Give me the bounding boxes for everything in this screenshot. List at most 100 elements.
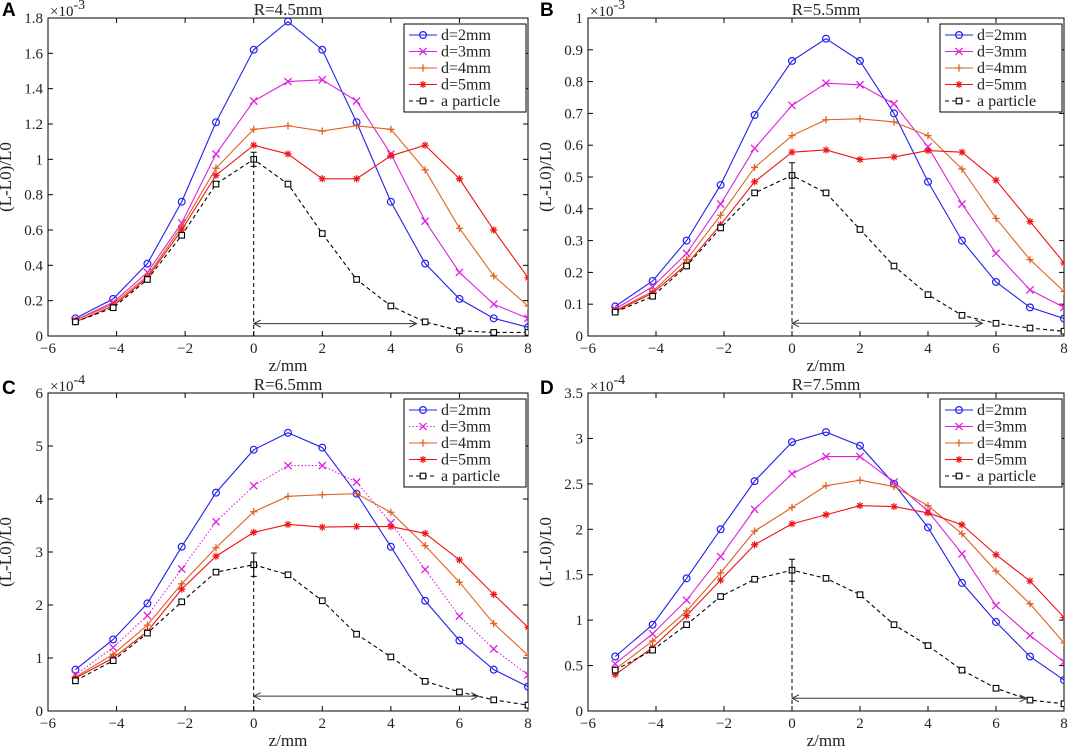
y-axis-label: (L-L0)/L0 — [0, 142, 15, 212]
series-a-particle — [72, 561, 528, 709]
legend-marker — [954, 406, 963, 415]
legend-item: d=5mm — [945, 77, 1027, 94]
chart-title: R=5.5mm — [792, 0, 861, 19]
data-point — [143, 259, 152, 268]
y-tick-label: 0.2 — [564, 265, 583, 281]
data-point — [1026, 696, 1034, 704]
legend-item: d=4mm — [945, 435, 1027, 452]
y-tick-label: 2 — [36, 598, 44, 614]
axis-multiplier: ×10-3 — [50, 0, 85, 20]
data-point — [250, 528, 258, 536]
data-point — [387, 522, 395, 531]
data-point — [284, 180, 292, 188]
data-point — [822, 482, 830, 490]
series-d-5mm — [611, 146, 1064, 316]
axis-multiplier: ×10-4 — [50, 373, 85, 395]
data-point — [421, 141, 429, 149]
data-point — [923, 523, 932, 532]
series-a-particle — [611, 566, 1064, 708]
data-point — [788, 503, 796, 512]
chart-title: R=6.5mm — [254, 375, 323, 394]
width-arrow — [252, 692, 480, 701]
y-tick-label: 3.5 — [564, 386, 583, 402]
data-point — [523, 670, 528, 680]
multiplier-base: ×10 — [590, 379, 613, 395]
data-point — [923, 142, 933, 151]
legend-label: d=3mm — [441, 419, 491, 436]
data-point — [822, 116, 830, 124]
series-line — [614, 479, 1064, 670]
x-tick-label: 8 — [524, 716, 532, 732]
data-point — [489, 665, 498, 674]
data-point — [856, 502, 864, 510]
data-point — [611, 666, 619, 674]
x-tick-label: 2 — [856, 341, 864, 357]
chart-title: R=4.5mm — [254, 0, 323, 19]
data-point — [386, 542, 395, 551]
legend-item: d=2mm — [409, 27, 491, 44]
data-point — [1025, 652, 1034, 661]
data-point — [717, 569, 725, 577]
y-tick-label: 5 — [36, 439, 44, 455]
series-line — [614, 456, 1064, 665]
data-point — [788, 132, 796, 140]
data-point — [318, 230, 326, 237]
arrow-head-left — [790, 694, 800, 703]
data-point — [957, 549, 967, 558]
legend-item: a particle — [409, 468, 500, 485]
data-point — [957, 578, 966, 587]
data-point — [1026, 600, 1034, 608]
y-tick-label: 0.4 — [24, 258, 43, 274]
data-point — [72, 318, 79, 326]
legend-label: d=5mm — [441, 77, 491, 94]
data-point — [649, 646, 656, 654]
data-point — [855, 441, 864, 450]
y-tick-label: 0 — [36, 329, 44, 345]
legend-item: d=3mm — [945, 44, 1027, 61]
data-point — [822, 574, 830, 582]
plot-area — [611, 428, 1064, 711]
data-point — [924, 147, 932, 155]
data-point — [716, 199, 725, 209]
data-point — [890, 502, 898, 511]
data-point — [109, 635, 118, 644]
data-point — [143, 611, 152, 620]
data-point — [890, 621, 898, 629]
chart-title: R=7.5mm — [792, 375, 861, 394]
data-point — [489, 644, 498, 654]
legend-marker — [954, 47, 964, 56]
data-point — [890, 262, 898, 270]
series-line — [75, 465, 528, 676]
data-point — [456, 327, 463, 335]
x-tick-label: 6 — [456, 341, 464, 357]
data-point — [1026, 217, 1034, 226]
data-point — [143, 599, 152, 608]
y-tick-label: 0.4 — [564, 202, 583, 218]
data-point — [716, 525, 725, 534]
data-point — [923, 177, 932, 186]
data-point — [490, 226, 498, 234]
data-point — [683, 621, 690, 629]
data-point — [284, 520, 292, 529]
legend-label: d=5mm — [977, 77, 1027, 94]
data-point — [387, 152, 395, 160]
y-axis-label: (L-L0)/L0 — [536, 142, 555, 212]
legend-marker — [955, 472, 963, 480]
data-point — [856, 115, 864, 123]
data-point — [524, 682, 528, 691]
series-d-4mm — [611, 476, 1064, 673]
data-point — [249, 481, 258, 490]
data-point — [889, 99, 899, 108]
data-point — [490, 696, 498, 704]
y-tick-label: 0.2 — [24, 294, 43, 310]
data-point — [318, 443, 327, 452]
x-tick-label: 0 — [250, 341, 258, 357]
data-point — [456, 688, 463, 696]
plot-area — [71, 428, 528, 711]
data-point — [958, 148, 966, 156]
panel-letter: C — [2, 378, 16, 399]
data-point — [1026, 324, 1034, 332]
data-point — [421, 565, 430, 574]
y-tick-label: 3 — [576, 431, 584, 447]
